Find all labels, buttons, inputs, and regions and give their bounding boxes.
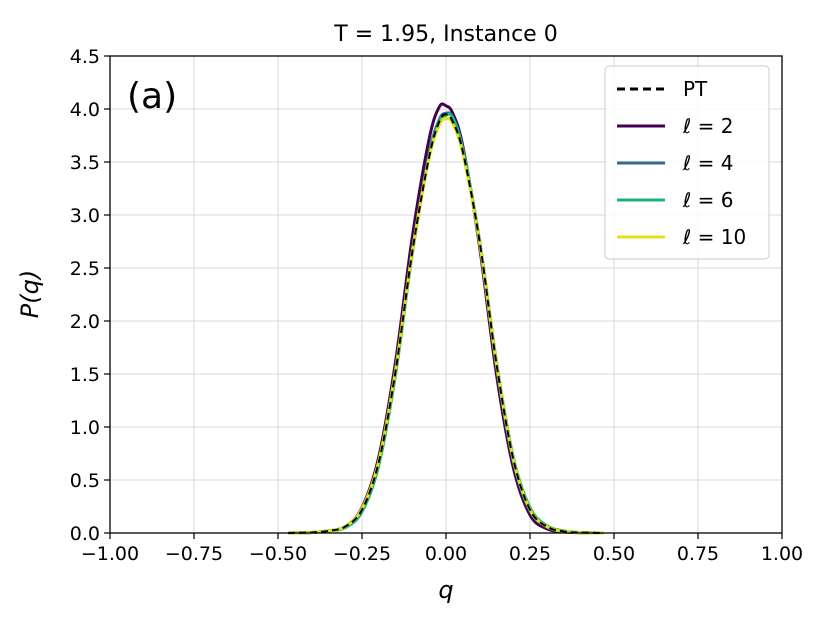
legend: PT ℓ = 2 ℓ = 4 ℓ = 6 ℓ = 10 [604,65,770,260]
x-tick-label: 0.25 [509,543,551,565]
legend-label-1: ℓ = 2 [682,114,733,138]
chart-title: T = 1.95, Instance 0 [333,22,557,47]
x-tick-label: 0.50 [593,543,635,565]
y-tick-label: 0.0 [70,523,100,545]
x-axis-label: q [438,576,453,604]
x-tick-label: −0.50 [249,543,307,565]
y-tick-label: 4.5 [70,46,100,68]
y-tick-label: 3.0 [70,205,100,227]
legend-label-3: ℓ = 6 [682,188,733,212]
x-tick-label: 0.75 [677,543,719,565]
y-tick-label: 2.0 [70,311,100,333]
x-tick-label: 0.00 [425,543,467,565]
x-tick-label: −0.25 [333,543,391,565]
y-tick-label: 1.5 [70,364,100,386]
x-axis-ticks: −1.00 −0.75 −0.50 −0.25 0.00 0.25 0.50 0.75 1.00 [81,533,803,565]
x-tick-label: −1.00 [81,543,139,565]
panel-label: (a) [127,76,177,117]
y-tick-label: 1.0 [70,417,100,439]
legend-label-2: ℓ = 4 [682,151,733,175]
y-tick-label: 0.5 [70,470,100,492]
y-tick-label: 4.0 [70,99,100,121]
series-line-0 [288,113,604,534]
y-axis-ticks: 0.0 0.5 1.0 1.5 2.0 2.5 3.0 3.5 4.0 4.5 [70,46,110,545]
y-tick-label: 2.5 [70,258,100,280]
legend-box [604,65,770,260]
x-tick-label: −0.75 [165,543,223,565]
legend-label-4: ℓ = 10 [682,225,746,249]
y-axis-label: P(q) [16,270,44,318]
x-tick-label: 1.00 [761,543,803,565]
y-tick-label: 3.5 [70,152,100,174]
legend-label-0: PT [683,77,708,101]
series-layer [288,102,604,535]
